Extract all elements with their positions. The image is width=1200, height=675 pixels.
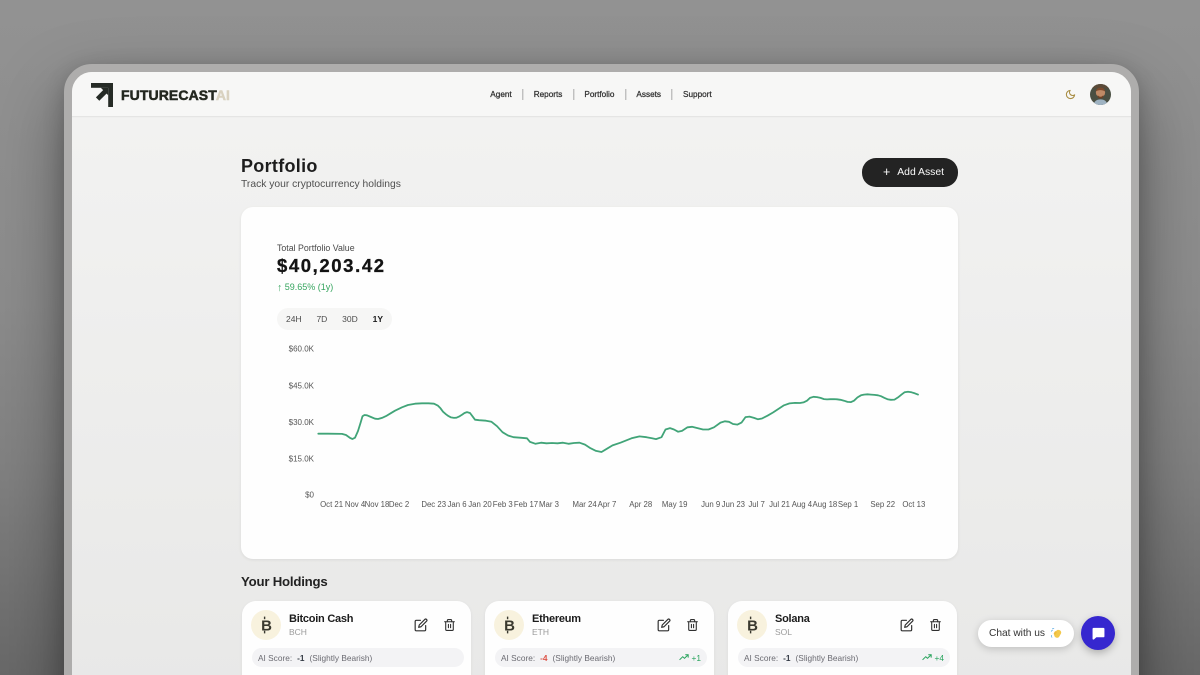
svg-text:Dec 23: Dec 23 — [421, 500, 446, 509]
svg-text:B: B — [261, 618, 272, 635]
svg-text:$45.0K: $45.0K — [289, 382, 315, 391]
svg-text:Nov 4: Nov 4 — [345, 500, 366, 509]
svg-text:Sep 22: Sep 22 — [870, 500, 895, 509]
svg-text:Apr 7: Apr 7 — [598, 500, 617, 509]
svg-text:Nov 18: Nov 18 — [365, 500, 390, 509]
svg-text:$15.0K: $15.0K — [289, 455, 315, 464]
svg-text:Jul 7: Jul 7 — [748, 500, 764, 509]
svg-text:Dec 2: Dec 2 — [389, 500, 409, 509]
svg-text:May 19: May 19 — [662, 500, 688, 509]
svg-text:Feb 17: Feb 17 — [514, 500, 538, 509]
svg-text:Sep 1: Sep 1 — [838, 500, 858, 509]
svg-text:Jul 21: Jul 21 — [769, 500, 790, 509]
svg-text:Jan 6: Jan 6 — [447, 500, 466, 509]
svg-text:Oct 21: Oct 21 — [320, 500, 343, 509]
svg-text:$0: $0 — [305, 491, 314, 500]
svg-text:$60.0K: $60.0K — [289, 345, 315, 354]
svg-text:Feb 3: Feb 3 — [493, 500, 513, 509]
svg-text:B: B — [747, 618, 758, 635]
svg-text:Apr 28: Apr 28 — [629, 500, 652, 509]
svg-text:Jun 23: Jun 23 — [722, 500, 745, 509]
svg-text:B: B — [504, 618, 515, 635]
svg-text:Aug 4: Aug 4 — [792, 500, 813, 509]
svg-text:Oct 13: Oct 13 — [902, 500, 925, 509]
svg-text:Mar 3: Mar 3 — [539, 500, 559, 509]
svg-text:$30.0K: $30.0K — [289, 418, 315, 427]
svg-text:Aug 18: Aug 18 — [813, 500, 838, 509]
svg-text:Mar 24: Mar 24 — [572, 500, 597, 509]
svg-text:Jan 20: Jan 20 — [468, 500, 492, 509]
svg-text:Jun 9: Jun 9 — [701, 500, 720, 509]
